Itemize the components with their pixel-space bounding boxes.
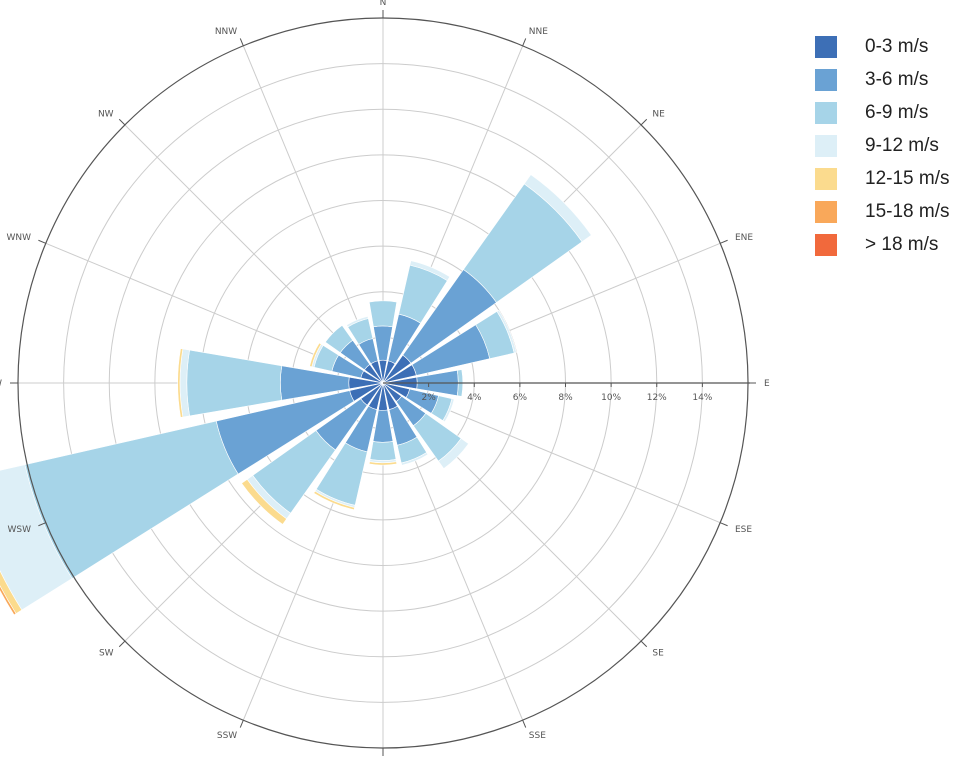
radial-tick-label: 8% [558,393,573,403]
direction-label-SE: SE [652,648,664,658]
wind-bar-WSW-bin-5 [0,585,17,616]
wind-bar-ESE-bin-3 [442,398,455,423]
direction-tick [118,118,126,126]
radial-tick-label: 4% [467,393,482,403]
radial-tick-label: 12% [647,393,667,403]
direction-tick [640,118,648,126]
direction-tick [118,640,126,648]
wind-rose-plot: 2%4%6%8%10%12%14%NNNENEENEEESESESSESSSWS… [0,0,770,756]
legend-swatch [815,201,837,223]
wind-bar-W-bin-2 [186,349,283,417]
radial-tick-label: 6% [513,393,528,403]
direction-tick [38,522,46,527]
direction-tick [640,640,648,648]
legend-item-0-3[interactable]: 0-3 m/s [815,32,949,62]
direction-tick [720,522,728,527]
direction-tick [522,720,527,728]
legend-label: 12-15 m/s [865,168,950,189]
direction-tick [239,38,244,46]
legend-swatch [815,135,837,157]
radial-tick-label: 10% [601,393,621,403]
direction-label-ESE: ESE [735,525,752,535]
legend-swatch [815,234,837,256]
direction-label-SSW: SSW [217,731,237,741]
direction-label-ENE: ENE [735,233,753,243]
legend-item-over-18[interactable]: > 18 m/s [815,230,949,260]
direction-tick [239,720,244,728]
wind-bar-NW-bin-2 [324,324,354,354]
wind-bar-SSW-bin-4 [313,490,355,511]
direction-label-WSW: WSW [7,525,31,535]
wind-bar-N-bin-2 [368,300,398,328]
direction-label-NNW: NNW [215,27,237,37]
direction-tick [522,38,527,46]
wind-bar-WNW-bin-4 [309,342,322,368]
wind-bar-NNW-bin-3 [346,315,369,328]
legend-swatch [815,36,837,58]
legend-label: 9-12 m/s [865,135,939,156]
legend-item-3-6[interactable]: 3-6 m/s [815,65,949,95]
wind-bar-S-bin-4 [368,461,398,466]
legend-item-12-15[interactable]: 12-15 m/s [815,164,949,194]
direction-label-NNE: NNE [529,27,548,37]
wind-bar-WSW-bin-3 [0,464,73,611]
wind-bar-WSW-bin-4 [0,570,23,615]
wind-bar-ENE-bin-3 [496,309,517,354]
direction-label-SSE: SSE [529,731,546,741]
direction-tick [720,239,728,244]
direction-label-NW: NW [98,110,114,120]
wind-bar-S-bin-2 [369,441,397,461]
wind-bar-W-bin-4 [177,348,184,418]
wind-bar-SW-bin-4 [241,478,288,525]
direction-label-WNW: WNW [6,233,31,243]
legend-label: 6-9 m/s [865,102,929,123]
direction-label-E: E [764,379,770,389]
legend-swatch [815,69,837,91]
direction-label-SW: SW [99,648,114,658]
legend-swatch [815,168,837,190]
radial-tick-label: 14% [692,393,712,403]
direction-label-NE: NE [652,110,665,120]
legend-label: > 18 m/s [865,234,939,255]
legend-label: 15-18 m/s [865,201,950,222]
direction-label-W: W [0,379,2,389]
wind-bar-NE-bin-3 [523,174,592,243]
legend-item-6-9[interactable]: 6-9 m/s [815,98,949,128]
direction-tick [38,239,46,244]
direction-label-N: N [380,0,387,8]
wind-bar-SE-bin-3 [438,438,470,470]
wind-bar-NNE-bin-3 [409,260,451,282]
wind-bar-SSE-bin-3 [400,452,429,466]
legend-item-9-12[interactable]: 9-12 m/s [815,131,949,161]
legend-label: 3-6 m/s [865,69,929,90]
legend: 0-3 m/s 3-6 m/s 6-9 m/s 9-12 m/s 12-15 m… [815,32,949,263]
legend-item-15-18[interactable]: 15-18 m/s [815,197,949,227]
radial-tick-label: 2% [421,393,436,403]
legend-label: 0-3 m/s [865,36,929,57]
legend-swatch [815,102,837,124]
